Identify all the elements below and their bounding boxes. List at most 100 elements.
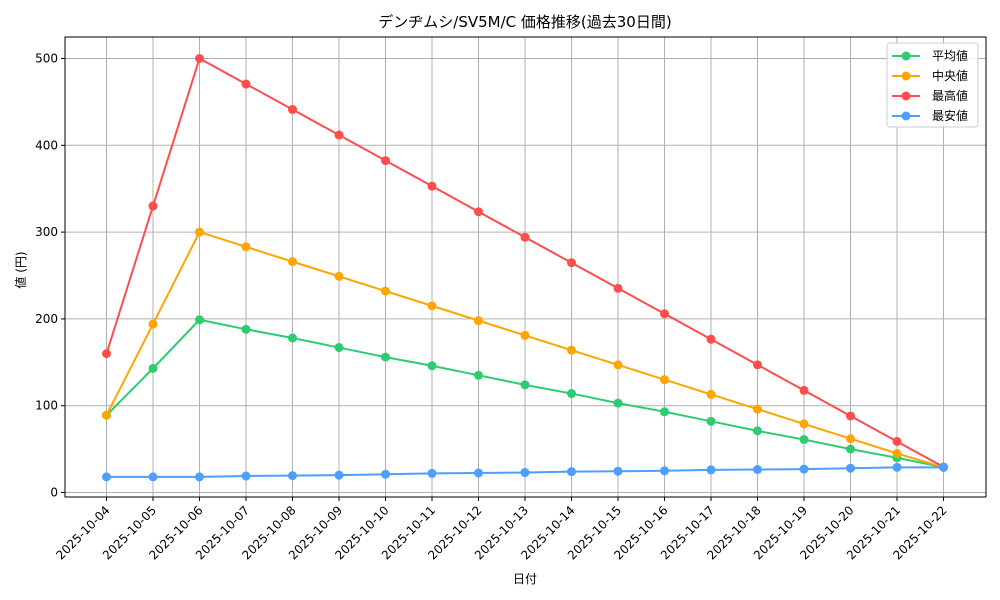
legend-label: 最安値 — [932, 108, 968, 123]
data-point — [567, 258, 576, 268]
data-point — [846, 434, 855, 444]
data-point — [706, 465, 716, 475]
y-axis-ticks: 0 100 200 300 400 500 — [35, 52, 65, 500]
data-point — [288, 257, 297, 267]
data-point — [427, 301, 437, 311]
legend-label: 平均値 — [932, 48, 968, 63]
data-point — [753, 426, 762, 436]
legend-marker-icon — [901, 71, 911, 81]
data-point — [102, 472, 111, 482]
data-point — [706, 334, 716, 344]
data-point — [148, 363, 158, 373]
data-point — [706, 389, 716, 399]
data-point — [334, 343, 344, 353]
data-point — [241, 471, 251, 481]
data-point — [613, 466, 623, 476]
data-point — [613, 283, 623, 293]
data-point — [427, 361, 437, 371]
data-point — [613, 398, 623, 408]
data-point — [474, 370, 483, 380]
data-point — [102, 410, 111, 420]
legend-label: 中央値 — [932, 68, 968, 83]
data-point — [148, 201, 158, 211]
data-point — [613, 360, 623, 370]
legend-item: 平均値 — [892, 48, 968, 63]
data-point — [241, 79, 251, 89]
data-point — [753, 464, 762, 474]
chart-title: デンヂムシ/SV5M/C 価格推移(過去30日間) — [378, 13, 671, 31]
data-point — [892, 436, 902, 446]
data-point — [427, 181, 437, 191]
y-tick-label: 0 — [50, 486, 58, 500]
data-point — [892, 448, 902, 458]
data-point — [660, 309, 669, 319]
data-point — [474, 316, 483, 326]
data-point — [660, 407, 669, 417]
data-point — [753, 404, 762, 414]
legend-box — [886, 42, 979, 128]
data-point — [288, 105, 297, 115]
legend-marker-icon — [901, 111, 911, 121]
data-point — [241, 242, 251, 252]
y-tick-label: 200 — [35, 312, 58, 326]
data-point — [846, 411, 855, 421]
data-point — [381, 352, 390, 362]
data-point — [195, 54, 204, 63]
data-point — [799, 385, 809, 395]
legend-label: 最高値 — [932, 88, 968, 103]
data-point — [241, 324, 251, 334]
data-point — [706, 416, 716, 426]
data-point — [381, 156, 390, 166]
data-point — [381, 469, 390, 479]
series-3 — [102, 462, 948, 482]
data-point — [660, 375, 669, 385]
x-axis-ticks: 2025-10-042025-10-052025-10-062025-10-07… — [53, 497, 950, 562]
data-point — [520, 468, 530, 478]
data-point — [660, 466, 669, 476]
legend-item: 最高値 — [892, 88, 968, 103]
x-axis-label: 日付 — [513, 572, 537, 586]
data-point — [474, 207, 483, 217]
y-tick-label: 100 — [35, 399, 58, 413]
legend-marker-icon — [901, 51, 911, 61]
data-point — [102, 349, 111, 359]
grid-lines — [65, 37, 986, 497]
y-tick-label: 500 — [35, 52, 58, 66]
data-point — [939, 462, 948, 472]
data-point — [195, 227, 204, 237]
data-point — [520, 232, 530, 242]
data-point — [288, 333, 297, 343]
data-point — [474, 468, 483, 478]
data-point — [892, 462, 902, 472]
data-point — [520, 330, 530, 340]
legend-item: 中央値 — [892, 68, 968, 83]
data-point — [567, 389, 576, 399]
data-point — [334, 130, 344, 140]
data-point — [148, 319, 158, 329]
y-tick-label: 400 — [35, 138, 58, 152]
data-point — [799, 464, 809, 474]
series-layer — [102, 54, 948, 482]
data-point — [381, 286, 390, 296]
data-point — [520, 380, 530, 390]
data-point — [427, 468, 437, 478]
legend-item: 最安値 — [892, 108, 968, 123]
data-point — [846, 463, 855, 473]
data-point — [846, 444, 855, 454]
data-point — [195, 472, 204, 482]
data-point — [799, 419, 809, 429]
data-point — [288, 471, 297, 481]
data-point — [195, 315, 204, 325]
y-tick-label: 300 — [35, 225, 58, 239]
y-axis-label: 値 (円) — [13, 251, 28, 288]
data-point — [334, 470, 344, 480]
data-point — [334, 271, 344, 281]
legend-marker-icon — [901, 91, 911, 101]
data-point — [567, 345, 576, 355]
data-point — [148, 472, 158, 482]
data-point — [799, 435, 809, 445]
data-point — [753, 360, 762, 370]
series-1 — [102, 227, 948, 472]
data-point — [567, 467, 576, 477]
